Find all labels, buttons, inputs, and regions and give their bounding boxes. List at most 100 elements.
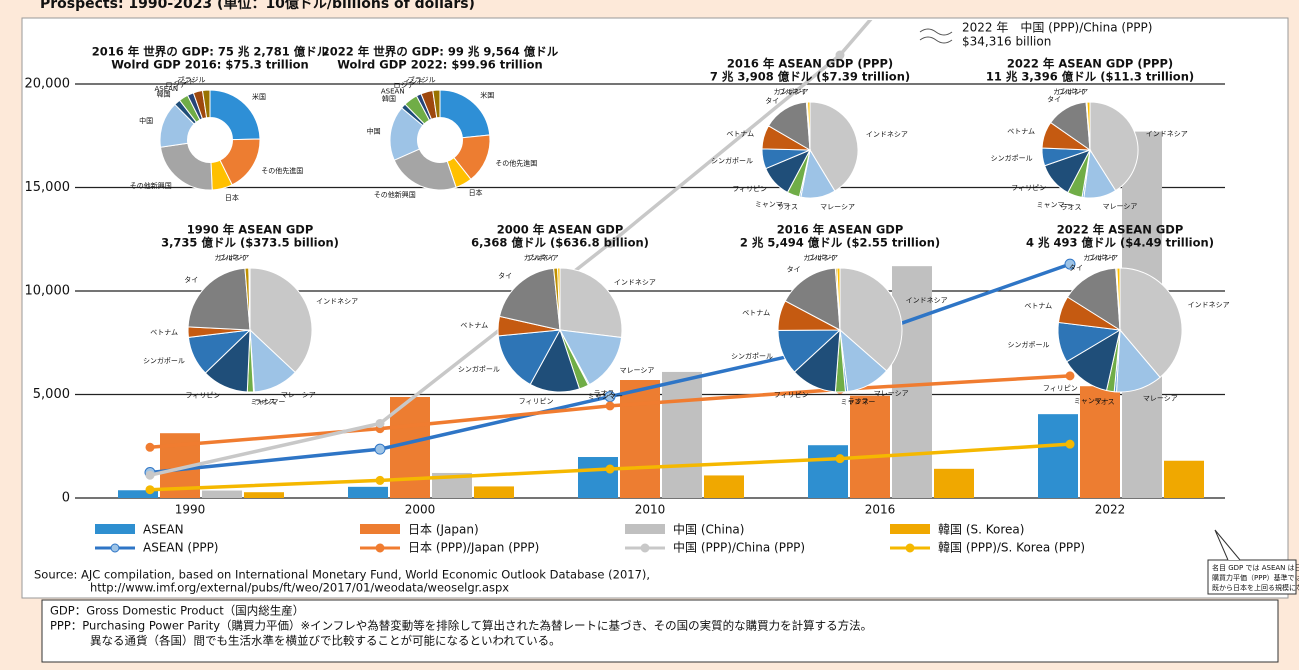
- pie-title: 2000 年 ASEAN GDP: [497, 223, 624, 237]
- pie-label: フィリピン: [519, 398, 554, 406]
- pie-label: カンボジア: [1053, 88, 1088, 96]
- legend-label: 日本 (Japan): [408, 523, 479, 537]
- bar: [474, 486, 514, 498]
- pie-slice: [439, 89, 491, 139]
- pie-label: インドネシア: [1188, 301, 1230, 309]
- note: 購買力平価（PPP）基準では、ASEAN は: [1212, 573, 1299, 582]
- ppp-point: [374, 443, 386, 455]
- pie-slice: [219, 138, 261, 186]
- pie-label: インドネシア: [614, 278, 656, 286]
- pie-slice: [557, 267, 561, 331]
- pie-title: 2016 年 世界の GDP: 75 兆 2,781 億ドル: [92, 45, 329, 59]
- note-box: [1207, 559, 1297, 595]
- legend-swatch: [890, 524, 930, 534]
- note-pointer: [1214, 529, 1241, 561]
- pie-label: ミャンマー: [1037, 201, 1072, 209]
- ppp-point: [605, 238, 615, 248]
- pie-label: シンガポール: [991, 153, 1033, 162]
- pie-label: ブルネイ: [1058, 87, 1086, 96]
- pie-label: シンガポール: [731, 351, 773, 360]
- pie-slice: [201, 89, 211, 119]
- bar: [202, 490, 242, 498]
- pie-slice: [393, 148, 457, 191]
- pie-label: 韓国: [382, 94, 396, 103]
- pie-label: ラオス: [594, 390, 615, 398]
- bar: [934, 468, 974, 498]
- pie-label: インドネシア: [866, 130, 908, 138]
- bar: [118, 490, 158, 498]
- ppp-point: [835, 454, 845, 464]
- bar: [662, 371, 702, 498]
- pie-label: タイ: [765, 96, 779, 105]
- pie-label: フィリピン: [1043, 384, 1078, 392]
- x-tick-label: 2022: [1095, 503, 1126, 517]
- pie-slice: [559, 267, 623, 339]
- pie-label: インドネシア: [316, 297, 358, 305]
- legend-label: 中国 (China): [673, 522, 744, 537]
- definition: GDP：Gross Domestic Product（国内総生産）: [50, 604, 304, 618]
- pie-slice: [1086, 101, 1091, 151]
- pie-label: ミャンマー: [250, 398, 285, 406]
- pie-label: カンボジア: [524, 254, 559, 262]
- pie-label: 中国: [367, 127, 381, 136]
- pie-label: フィリピン: [1011, 184, 1046, 192]
- pie-label: マレーシア: [874, 390, 909, 398]
- x-tick-label: 2010: [635, 503, 666, 517]
- pie-label: 日本: [225, 193, 239, 202]
- ppp-point: [1065, 371, 1075, 381]
- ppp-point: [835, 50, 845, 60]
- pie-label: カンボジア: [803, 254, 838, 262]
- pie-label: インドネシア: [906, 296, 948, 304]
- pie-title: 2 兆 5,494 億ドル ($2.55 trillion): [740, 236, 940, 250]
- pie-label: ブルネイ: [778, 87, 806, 96]
- lines: [144, 20, 1076, 495]
- pie-label: マレーシア: [820, 203, 855, 211]
- bar: [244, 492, 284, 498]
- legend-dot: [905, 543, 915, 553]
- pie-label: フィリピン: [774, 391, 809, 399]
- pie-label: ミャンマー: [755, 200, 790, 208]
- pie-label: その他新興国: [374, 190, 416, 199]
- pie-label: ミャンマー: [840, 398, 875, 406]
- source: http://www.imf.org/external/pubs/ft/weo/…: [90, 581, 509, 595]
- pie-label: ベトナム: [150, 328, 178, 336]
- ppp-point: [145, 442, 155, 452]
- bar: [1164, 460, 1204, 498]
- pie-label: マレーシア: [1102, 203, 1137, 211]
- pie-title: 2016 年 ASEAN GDP: [777, 223, 904, 237]
- legend-swatch: [360, 524, 400, 534]
- pie-title: 7 兆 3,908 億ドル ($7.39 trillion): [710, 70, 910, 84]
- pie-title: 2022 年 世界の GDP: 99 兆 9,564 億ドル: [322, 45, 559, 59]
- pie-label: ミャンマー: [1074, 397, 1109, 405]
- pie-label: ラオス: [255, 398, 276, 406]
- legend-label: ASEAN (PPP): [143, 541, 218, 555]
- pie-label: シンガポール: [1008, 340, 1050, 349]
- pie-label: ベトナム: [1007, 127, 1035, 135]
- pie-slice: [784, 267, 841, 331]
- pie-label: シンガポール: [458, 365, 500, 374]
- pie-label: ミャンマー: [588, 392, 623, 400]
- pie-label: ブルネイ: [218, 253, 246, 262]
- pie-label: ラオス: [848, 398, 869, 406]
- break-mark: [919, 28, 953, 44]
- pie-label: インドネシア: [1146, 130, 1188, 138]
- pie-label: フィリピン: [185, 392, 220, 400]
- legend-label: 中国 (PPP)/China (PPP): [673, 540, 805, 555]
- definition: PPP：Purchasing Power Parity（購買力平価）※インフレや…: [50, 619, 872, 633]
- pie-label: ベトナム: [460, 321, 488, 329]
- pie-slice: [497, 329, 561, 386]
- pie-label: ASEAN: [154, 85, 178, 93]
- pie-label: ベトナム: [726, 130, 754, 138]
- pie-slice: [498, 267, 561, 331]
- pie-slice: [767, 101, 811, 151]
- definition: 異なる通貨（各国）間でも生活水準を横並びで比較することが可能になるといわれている…: [90, 634, 561, 648]
- note: 名目 GDP では ASEAN は日本の 52%: [1212, 563, 1299, 572]
- y-tick-label: 5,000: [33, 387, 70, 402]
- pie-slice: [453, 134, 491, 181]
- pie-slice: [1119, 267, 1183, 379]
- pie-slice: [807, 101, 811, 151]
- pie-label: ベトナム: [742, 309, 770, 317]
- pie-label: フィリピン: [732, 185, 767, 193]
- legend-label: ASEAN: [143, 523, 184, 537]
- pie-label: 日本: [469, 188, 483, 197]
